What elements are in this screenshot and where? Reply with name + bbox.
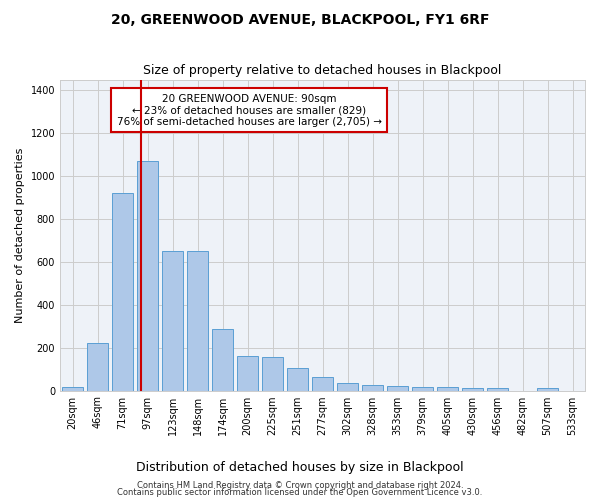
Bar xyxy=(62,388,83,390)
Bar xyxy=(487,388,508,390)
Bar xyxy=(112,194,133,390)
Bar xyxy=(212,330,233,390)
Y-axis label: Number of detached properties: Number of detached properties xyxy=(15,148,25,323)
Text: Distribution of detached houses by size in Blackpool: Distribution of detached houses by size … xyxy=(136,461,464,474)
Bar xyxy=(537,388,558,390)
Bar xyxy=(362,384,383,390)
Bar xyxy=(262,358,283,390)
Bar xyxy=(312,376,333,390)
Bar xyxy=(387,386,408,390)
Bar xyxy=(337,383,358,390)
Title: Size of property relative to detached houses in Blackpool: Size of property relative to detached ho… xyxy=(143,64,502,77)
Bar xyxy=(162,251,183,390)
Bar xyxy=(412,387,433,390)
Text: Contains public sector information licensed under the Open Government Licence v3: Contains public sector information licen… xyxy=(118,488,482,497)
Text: Contains HM Land Registry data © Crown copyright and database right 2024.: Contains HM Land Registry data © Crown c… xyxy=(137,480,463,490)
Bar xyxy=(462,388,483,390)
Bar xyxy=(437,388,458,390)
Bar xyxy=(287,368,308,390)
Bar xyxy=(87,344,108,390)
Text: 20, GREENWOOD AVENUE, BLACKPOOL, FY1 6RF: 20, GREENWOOD AVENUE, BLACKPOOL, FY1 6RF xyxy=(111,12,489,26)
Bar xyxy=(237,356,258,390)
Bar xyxy=(137,161,158,390)
Text: 20 GREENWOOD AVENUE: 90sqm
← 23% of detached houses are smaller (829)
76% of sem: 20 GREENWOOD AVENUE: 90sqm ← 23% of deta… xyxy=(116,94,382,127)
Bar xyxy=(187,251,208,390)
